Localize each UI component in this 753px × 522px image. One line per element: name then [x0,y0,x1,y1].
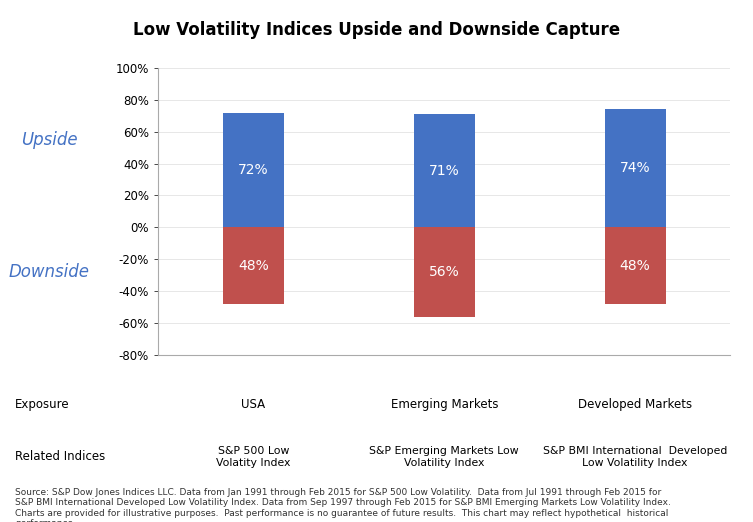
Text: Upside: Upside [20,130,78,149]
Text: Low Volatility Indices Upside and Downside Capture: Low Volatility Indices Upside and Downsi… [133,21,620,39]
Text: Exposure: Exposure [15,398,70,411]
Text: 71%: 71% [429,164,459,177]
Bar [413,228,475,317]
Bar [223,228,284,304]
Text: 48%: 48% [620,258,651,272]
Bar [223,113,284,228]
Bar [605,109,666,228]
Text: Emerging Markets: Emerging Markets [391,398,498,411]
Text: 56%: 56% [429,265,459,279]
Text: S&P 500 Low
Volatity Index: S&P 500 Low Volatity Index [216,446,291,468]
Bar [413,114,475,228]
Text: USA: USA [242,398,266,411]
Text: 72%: 72% [238,163,269,177]
Text: Downside: Downside [8,263,90,281]
Text: 74%: 74% [620,161,651,175]
Bar [605,228,666,304]
Text: Developed Markets: Developed Markets [578,398,692,411]
Text: 48%: 48% [238,258,269,272]
Text: Related Indices: Related Indices [15,450,105,463]
Text: S&P BMI International  Developed
Low Volatility Index: S&P BMI International Developed Low Vola… [543,446,727,468]
Text: Source: S&P Dow Jones Indices LLC. Data from Jan 1991 through Feb 2015 for S&P 5: Source: S&P Dow Jones Indices LLC. Data … [15,488,671,522]
Text: S&P Emerging Markets Low
Volatility Index: S&P Emerging Markets Low Volatility Inde… [370,446,519,468]
